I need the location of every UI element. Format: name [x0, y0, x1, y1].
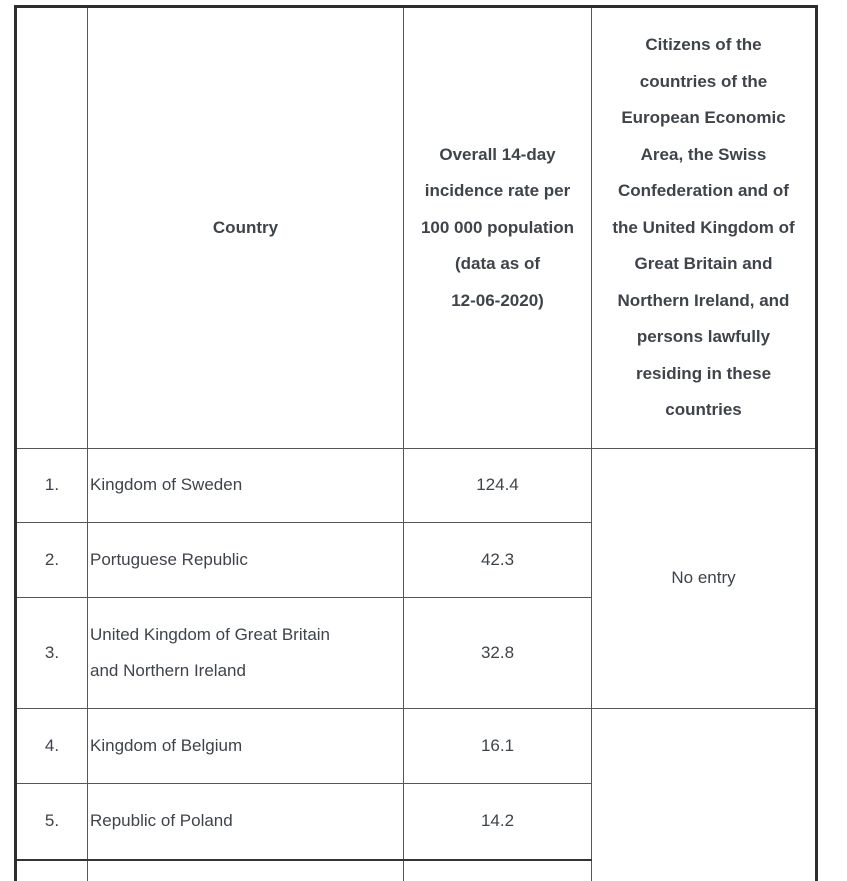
country-cell: Republic of Poland — [87, 783, 404, 861]
header-cell-incidence-rate: Overall 14-day incidence rate per 100 00… — [403, 6, 592, 449]
country-cell: Kingdom of Sweden — [87, 448, 404, 523]
rate-cell: 42.3 — [403, 522, 592, 598]
country-cell: United Kingdom of Great Britain and Nort… — [87, 597, 404, 709]
incidence-table: Country Overall 14-day incidence rate pe… — [14, 5, 818, 881]
rate-cell: 14.2 — [403, 783, 592, 861]
table-row: 3. United Kingdom of Great Britain and N… — [15, 597, 817, 709]
row-number-cell — [15, 859, 88, 881]
table-row: 5. Republic of Poland 14.2 — [15, 783, 817, 861]
country-cell: Kingdom of Belgium — [87, 708, 404, 784]
table-row: 1. Kingdom of Sweden 124.4 No entry — [15, 448, 817, 709]
entry-status-cell: No entry — [591, 448, 817, 709]
header-cell-country: Country — [87, 6, 404, 449]
rate-cell — [403, 859, 592, 881]
rate-cell: 16.1 — [403, 708, 592, 784]
header-cell-citizens: Citizens of the countries of the Europea… — [591, 6, 817, 449]
country-cell — [87, 859, 404, 881]
header-cell-number — [15, 6, 88, 449]
row-number-cell: 4. — [15, 708, 88, 784]
row-number-cell: 1. — [15, 448, 88, 523]
table-row — [15, 859, 817, 881]
row-number-cell: 5. — [15, 783, 88, 861]
rate-cell: 124.4 — [403, 448, 592, 523]
entry-status-cell — [591, 708, 817, 881]
header-row: Country Overall 14-day incidence rate pe… — [15, 6, 817, 449]
rate-cell: 32.8 — [403, 597, 592, 709]
table-row: 4. Kingdom of Belgium 16.1 — [15, 708, 817, 881]
row-number-cell: 2. — [15, 522, 88, 598]
table-row: 2. Portuguese Republic 42.3 — [15, 522, 817, 598]
country-cell: Portuguese Republic — [87, 522, 404, 598]
row-number-cell: 3. — [15, 597, 88, 709]
